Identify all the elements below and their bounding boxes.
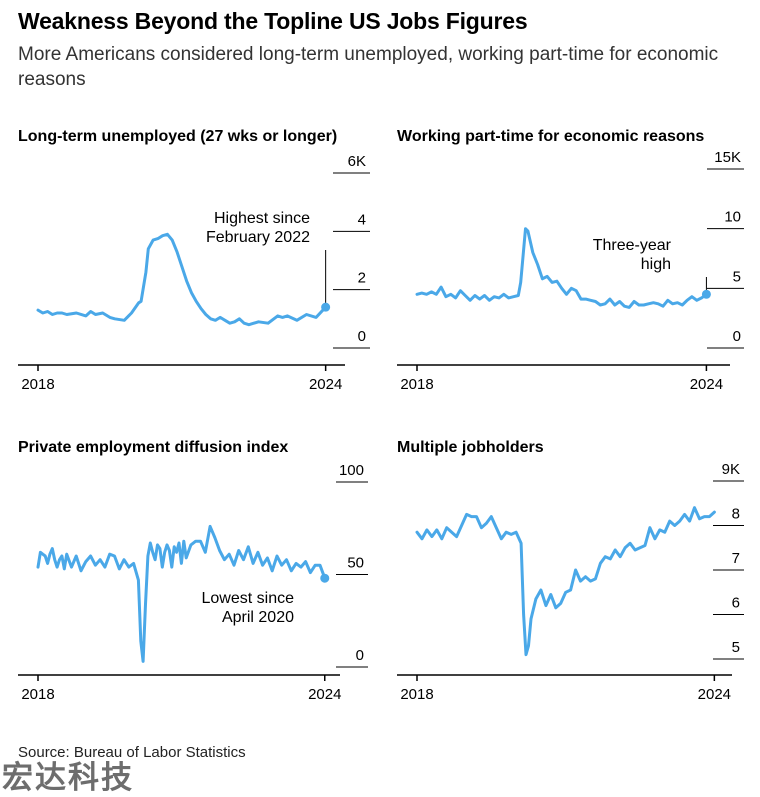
source-note: Source: Bureau of Labor Statistics (18, 744, 246, 761)
y-tick-label: 0 (358, 328, 366, 345)
chart-panel-multiple-jobholders: Multiple jobholders 5 6 7 8 9K 2018 2024 (397, 439, 760, 739)
series-line (415, 506, 716, 657)
annotation-label: April 2020 (222, 609, 294, 626)
x-tick-label: 2024 (309, 376, 342, 393)
y-tick-label: 100 (339, 462, 364, 479)
page-subtitle: More Americans considered long-term unem… (18, 44, 719, 90)
chart-svg: 0 2 4 6K 2018 2024 Highest since February 2022 (18, 153, 370, 393)
chart-title: Working part-time for economic reasons (397, 128, 705, 145)
annotation-label: high (641, 256, 671, 273)
y-tick-label: 10 (724, 209, 741, 226)
series-line (36, 232, 328, 327)
y-tick-label: 6K (348, 153, 366, 170)
chart-panel-diffusion-index: Private employment diffusion index 0 50 10… (18, 439, 383, 739)
y-tick-label: 15K (714, 149, 741, 166)
chart-svg: 0 5 10 15K 2018 2024 Three-year high (397, 149, 744, 393)
chart-title: Multiple jobholders (397, 439, 544, 456)
annotation-label: February 2022 (206, 229, 310, 246)
annotation-label: Highest since (214, 210, 310, 227)
x-tick-label: 2024 (690, 376, 723, 393)
annotation-marker (701, 289, 711, 299)
y-tick-label: 7 (732, 550, 740, 567)
chart-svg: 5 6 7 8 9K 2018 2024 (397, 461, 744, 703)
y-tick-label: 4 (358, 211, 366, 228)
annotation-label: Lowest since (202, 590, 295, 607)
y-tick-label: 5 (732, 639, 740, 656)
watermark-logo: 宏达科技 (2, 760, 134, 796)
x-tick-label: 2018 (400, 376, 433, 393)
y-tick-label: 5 (733, 268, 741, 285)
y-tick-label: 50 (347, 555, 364, 572)
x-tick-label: 2018 (400, 686, 433, 703)
y-tick-label: 6 (732, 595, 740, 612)
annotation-label: Three-year (593, 237, 672, 254)
chart-title: Private employment diffusion index (18, 439, 289, 456)
x-tick-label: 2024 (308, 686, 341, 703)
y-tick-label: 8 (732, 506, 740, 523)
series-line (415, 227, 708, 309)
page-title: Weakness Beyond the Topline US Jobs Figu… (18, 8, 528, 34)
y-tick-label: 9K (722, 461, 740, 478)
x-tick-label: 2018 (21, 376, 54, 393)
y-tick-label: 0 (356, 647, 364, 664)
chart-title: Long-term unemployed (27 wks or longer) (18, 128, 338, 145)
annotation-marker (321, 302, 331, 312)
chart-panel-long-term-unemployed: Long-term unemployed (27 wks or longer) … (18, 128, 383, 428)
y-tick-label: 0 (733, 328, 741, 345)
x-tick-label: 2018 (21, 686, 54, 703)
annotation-marker (320, 573, 330, 583)
y-tick-label: 2 (358, 270, 366, 287)
chart-svg: 0 50 100 2018 2024 Lowest since April 2020 (18, 462, 368, 703)
x-tick-label: 2024 (698, 686, 731, 703)
chart-panel-part-time: Working part-time for economic reasons 0… (397, 128, 760, 428)
series-line (36, 524, 327, 663)
